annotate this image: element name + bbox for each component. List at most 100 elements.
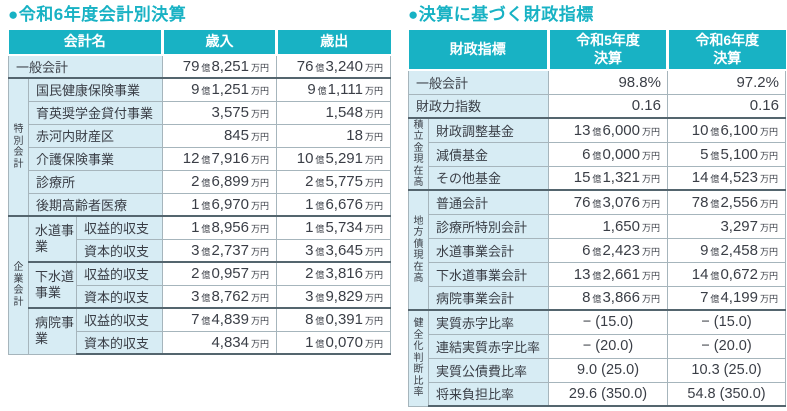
indicator-name-cell: 水道事業会計 xyxy=(428,237,549,263)
r5-value-cell: 98.8% xyxy=(548,69,668,95)
r5-value-cell: 6 億2,423 万円 xyxy=(548,237,668,263)
table-row: 実質公債費比率 9.0 (25.0) 10.3 (25.0) xyxy=(409,357,786,383)
indicator-name-cell: 将来負担比率 xyxy=(428,381,549,407)
revenue-cell: 1 億6,970 万円 xyxy=(162,192,277,217)
accounts-title: ●令和6年度会計別決算 xyxy=(8,5,187,24)
table-row: 水道事業会計 6 億2,423 万円 9 億2,458 万円 xyxy=(409,237,786,263)
group-label-cell: 地方債現在高 xyxy=(408,189,429,311)
revenue-cell: 4,834 万円 xyxy=(162,330,277,355)
account-name-cell: 診療所 xyxy=(28,169,163,194)
revenue-cell: 845 万円 xyxy=(162,123,277,148)
r5-value-cell: 6 億0,000 万円 xyxy=(548,141,668,167)
r6-value-cell: 10 億6,100 万円 xyxy=(667,117,786,143)
business-name-cell: 水道事業 xyxy=(28,215,77,263)
indicator-name-cell: 減債基金 xyxy=(428,141,549,167)
group-label-cell: 特別会計 xyxy=(8,77,29,217)
expenditure-cell: 1,548 万円 xyxy=(276,100,391,125)
r5-value-cell: 13 億6,000 万円 xyxy=(548,117,668,143)
breakdown-cell: 資本的収支 xyxy=(76,284,163,309)
r6-value-cell: 0.16 xyxy=(667,93,786,119)
group-label-cell: 健全化判断比率 xyxy=(408,309,429,407)
account-name-cell: 一般会計 xyxy=(8,54,163,79)
revenue-cell: 2 億0,957 万円 xyxy=(162,261,277,286)
table-row: 資本的収支 4,834 万円 1 億0,070 万円 xyxy=(9,330,391,355)
expenditure-cell: 8 億0,391 万円 xyxy=(276,307,391,332)
table-row: 連結実質赤字比率 − (20.0) − (20.0) xyxy=(409,333,786,359)
table-row: 介護保険事業 12 億7,916 万円 10 億5,291 万円 xyxy=(9,146,391,171)
revenue-cell: 12 億7,916 万円 xyxy=(162,146,277,171)
accounts-header-row: 会計名 歳入 歳出 xyxy=(8,30,391,56)
indicator-name-cell: 普通会計 xyxy=(428,189,549,215)
r6-value-cell: − (15.0) xyxy=(667,309,786,335)
r6-value-cell: 7 億4,199 万円 xyxy=(667,285,786,311)
account-name-cell: 赤河内財産区 xyxy=(28,123,163,148)
col-header-r6: 令和6年度 決算 xyxy=(667,30,786,71)
table-row: 健全化判断比率 実質赤字比率 − (15.0) − (15.0) xyxy=(408,309,786,407)
indicator-name-cell: 下水道事業会計 xyxy=(428,261,549,287)
expenditure-cell: 3 億3,645 万円 xyxy=(276,238,391,263)
col-header-indicator: 財政指標 xyxy=(408,30,550,71)
table-row: 育英奨学金貸付事業 3,575 万円 1,548 万円 xyxy=(9,100,391,125)
r5-value-cell: − (20.0) xyxy=(548,333,668,359)
r6-value-cell: 54.8 (350.0) xyxy=(667,381,786,407)
table-row: 病院事業会計 8 億3,866 万円 7 億4,199 万円 xyxy=(409,285,786,311)
col-header-account-name: 会計名 xyxy=(8,30,164,56)
expenditure-cell: 76 億3,240 万円 xyxy=(276,54,391,79)
r5-value-cell: 9.0 (25.0) xyxy=(548,357,668,383)
indicator-name-cell: 診療所特別会計 xyxy=(428,213,549,239)
table-row: 企業会計 水道事業 収益的収支 1 億8,956 万円 1 億5,734 万円 xyxy=(8,215,391,355)
table-row: 病院事業 収益的収支 7 億4,839 万円 8 億0,391 万円 xyxy=(9,307,391,355)
indicator-name-cell: 財政力指数 xyxy=(408,93,549,119)
r5-value-cell: 15 億1,321 万円 xyxy=(548,165,668,191)
table-row: 特別会計 国民健康保険事業 9 億1,251 万円 9 億1,111 万円 xyxy=(8,77,391,217)
expenditure-cell: 1 億5,734 万円 xyxy=(276,215,391,240)
col-header-expenditure: 歳出 xyxy=(276,30,391,56)
r5-value-cell: 13 億2,661 万円 xyxy=(548,261,668,287)
expenditure-cell: 9 億1,111 万円 xyxy=(276,77,391,102)
account-name-cell: 国民健康保険事業 xyxy=(28,77,163,102)
revenue-cell: 2 億6,899 万円 xyxy=(162,169,277,194)
r6-value-cell: 14 億0,672 万円 xyxy=(667,261,786,287)
table-row: 一般会計 98.8% 97.2% xyxy=(408,69,786,95)
business-name-cell: 病院事業 xyxy=(28,307,77,355)
col-header-revenue: 歳入 xyxy=(162,30,278,56)
indicators-header-row: 財政指標 令和5年度 決算 令和6年度 決算 xyxy=(408,30,786,71)
r5-value-cell: 76 億3,076 万円 xyxy=(548,189,668,215)
expenditure-cell: 2 億3,816 万円 xyxy=(276,261,391,286)
table-row: 減債基金 6 億0,000 万円 5 億5,100 万円 xyxy=(409,141,786,167)
table-row: その他基金 15 億1,321 万円 14 億4,523 万円 xyxy=(409,165,786,191)
table-row: 下水道事業 収益的収支 2 億0,957 万円 2 億3,816 万円 xyxy=(9,261,391,309)
breakdown-cell: 収益的収支 xyxy=(76,261,163,286)
indicator-name-cell: 病院事業会計 xyxy=(428,285,549,311)
expenditure-cell: 2 億5,775 万円 xyxy=(276,169,391,194)
revenue-cell: 79 億8,251 万円 xyxy=(162,54,277,79)
table-row: 下水道事業会計 13 億2,661 万円 14 億0,672 万円 xyxy=(409,261,786,287)
indicator-name-cell: 一般会計 xyxy=(408,69,549,95)
col-header-r5: 令和5年度 決算 xyxy=(548,30,669,71)
r6-value-cell: 3,297 万円 xyxy=(667,213,786,239)
r5-value-cell: 29.6 (350.0) xyxy=(548,381,668,407)
indicator-name-cell: 連結実質赤字比率 xyxy=(428,333,549,359)
r6-value-cell: 5 億5,100 万円 xyxy=(667,141,786,167)
table-row: 財政力指数 0.16 0.16 xyxy=(408,93,786,119)
r6-value-cell: − (20.0) xyxy=(667,333,786,359)
table-row: 積立金現在高 財政調整基金 13 億6,000 万円 10 億6,100 万円 xyxy=(408,117,786,191)
r6-value-cell: 97.2% xyxy=(667,69,786,95)
table-row: 地方債現在高 普通会計 76 億3,076 万円 78 億2,556 万円 xyxy=(408,189,786,311)
group-label-cell: 積立金現在高 xyxy=(408,117,429,191)
r5-value-cell: − (15.0) xyxy=(548,309,668,335)
indicators-title: ●決算に基づく財政指標 xyxy=(408,5,594,24)
r6-value-cell: 9 億2,458 万円 xyxy=(667,237,786,263)
revenue-cell: 9 億1,251 万円 xyxy=(162,77,277,102)
revenue-cell: 3,575 万円 xyxy=(162,100,277,125)
table-row: 一般会計 79 億8,251 万円 76 億3,240 万円 xyxy=(8,54,391,79)
expenditure-cell: 1 億0,070 万円 xyxy=(276,330,391,355)
r6-value-cell: 78 億2,556 万円 xyxy=(667,189,786,215)
r5-value-cell: 0.16 xyxy=(548,93,668,119)
expenditure-cell: 1 億6,676 万円 xyxy=(276,192,391,217)
revenue-cell: 7 億4,839 万円 xyxy=(162,307,277,332)
table-row: 資本的収支 3 億2,737 万円 3 億3,645 万円 xyxy=(9,238,391,263)
business-name-cell: 下水道事業 xyxy=(28,261,77,309)
table-row: 診療所 2 億6,899 万円 2 億5,775 万円 xyxy=(9,169,391,194)
r5-value-cell: 8 億3,866 万円 xyxy=(548,285,668,311)
